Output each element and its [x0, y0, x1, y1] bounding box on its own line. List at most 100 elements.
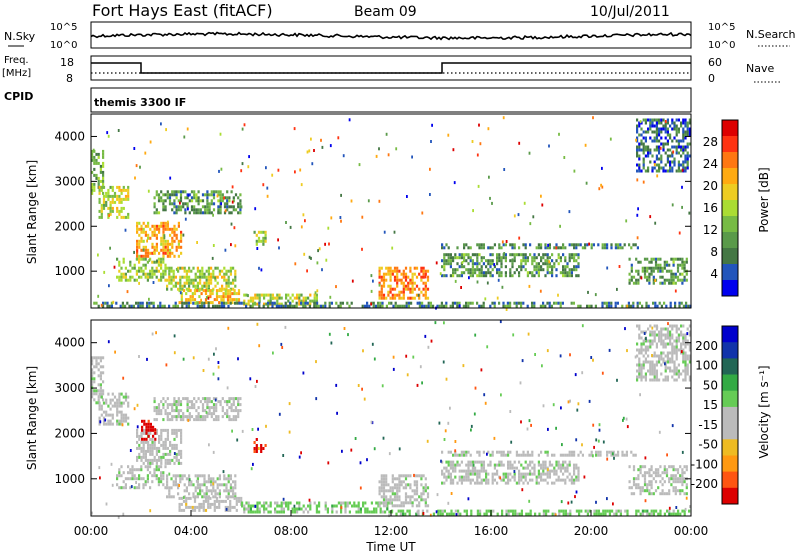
- heatmap-cell: [655, 369, 658, 373]
- heatmap-cell: [175, 196, 178, 200]
- heatmap-cell: [445, 274, 448, 278]
- heatmap-cell: [660, 160, 663, 164]
- heatmap-cell: [210, 211, 213, 215]
- heatmap-cell: [118, 404, 121, 408]
- heatmap-cell: [584, 243, 587, 247]
- heatmap-cell: [491, 259, 494, 263]
- colorbar-tick-label: 100: [695, 359, 718, 373]
- heatmap-cell: [684, 339, 687, 343]
- x-tick-label: 08:00: [274, 524, 309, 538]
- heatmap-cell: [168, 403, 172, 407]
- heatmap-cell: [129, 486, 132, 490]
- heatmap-cell: [482, 469, 485, 473]
- heatmap-cell: [590, 450, 593, 454]
- y-tick-label: 1000: [54, 472, 85, 486]
- heatmap-cell: [447, 472, 450, 476]
- heatmap-cell: [460, 478, 463, 482]
- heatmap-cell: [133, 407, 136, 411]
- heatmap-cell: [647, 360, 650, 364]
- heatmap-cell: [201, 418, 205, 422]
- heatmap-cell: [625, 417, 628, 421]
- heatmap-cell: [258, 299, 261, 303]
- heatmap-cell: [624, 327, 626, 331]
- heatmap-cell: [486, 281, 489, 285]
- heatmap-cell: [651, 342, 654, 346]
- heatmap-cell: [443, 304, 446, 308]
- heatmap-cell: [540, 478, 543, 482]
- heatmap-cell: [280, 342, 283, 346]
- heatmap-cell: [644, 499, 647, 503]
- heatmap-cell: [118, 260, 121, 264]
- heatmap-cell: [362, 349, 364, 353]
- heatmap-cell: [107, 340, 110, 344]
- heatmap-cell: [681, 281, 684, 285]
- heatmap-cell: [107, 194, 110, 198]
- heatmap-cell: [597, 512, 600, 516]
- heatmap-cell: [502, 304, 505, 308]
- heatmap-cell: [280, 304, 283, 308]
- heatmap-cell: [162, 455, 165, 459]
- heatmap-cell: [391, 293, 394, 297]
- heatmap-cell: [398, 474, 401, 478]
- heatmap-cell: [677, 160, 680, 164]
- heatmap-cell: [666, 342, 669, 346]
- heatmap-cell: [548, 271, 551, 275]
- heatmap-cell: [540, 450, 543, 454]
- heatmap-cell: [253, 301, 256, 305]
- heatmap-cell: [531, 304, 534, 308]
- heatmap-cell: [182, 415, 185, 419]
- heatmap-cell: [471, 274, 474, 278]
- heatmap-cell: [106, 301, 109, 305]
- heatmap-cell: [173, 409, 176, 413]
- heatmap-cell: [166, 415, 169, 419]
- heatmap-cell: [449, 475, 452, 479]
- heatmap-cell: [400, 504, 403, 508]
- heatmap-cell: [417, 512, 420, 516]
- heatmap-cell: [513, 256, 516, 260]
- heatmap-cell: [675, 348, 678, 352]
- heatmap-cell: [636, 324, 639, 328]
- heatmap-cell: [663, 301, 666, 305]
- freq-left-tick-top: 18: [60, 56, 74, 69]
- heatmap-cell: [252, 462, 254, 466]
- heatmap-cell: [459, 512, 462, 516]
- heatmap-cell: [173, 397, 176, 401]
- heatmap-cell: [666, 154, 669, 158]
- heatmap-cell: [155, 245, 158, 249]
- heatmap-cell: [120, 465, 123, 469]
- heatmap-cell: [447, 460, 450, 464]
- heatmap-cell: [643, 471, 647, 475]
- heatmap-cell: [643, 477, 647, 481]
- heatmap-cell: [269, 299, 272, 303]
- heatmap-cell: [649, 215, 652, 219]
- heatmap-cell: [630, 278, 633, 282]
- heatmap-cell: [214, 284, 217, 288]
- heatmap-cell: [98, 416, 101, 420]
- colorbar-tick-label: 28: [703, 135, 718, 149]
- heatmap-cell: [684, 507, 687, 511]
- colorbar-tick-label: 4: [710, 267, 718, 281]
- heatmap-cell: [668, 506, 671, 510]
- heatmap-cell: [212, 418, 216, 422]
- heatmap-cell: [157, 409, 161, 413]
- heatmap-cell: [657, 474, 660, 478]
- heatmap-cell: [98, 392, 101, 396]
- heatmap-cell: [148, 301, 151, 305]
- heatmap-cell: [199, 272, 202, 276]
- heatmap-cell: [613, 456, 615, 460]
- heatmap-cell: [666, 127, 669, 131]
- heatmap-cell: [146, 239, 148, 243]
- heatmap-cell: [153, 211, 156, 215]
- heatmap-cell: [535, 262, 538, 266]
- heatmap-cell: [99, 374, 102, 378]
- heatmap-cell: [677, 163, 680, 167]
- heatmap-cell: [260, 444, 263, 447]
- heatmap-cell: [447, 450, 450, 454]
- heatmap-cell: [391, 272, 394, 276]
- heatmap-cell: [232, 492, 235, 496]
- heatmap-cell: [526, 259, 529, 263]
- heatmap-cell: [201, 409, 205, 413]
- heatmap-cell: [682, 351, 685, 355]
- heatmap-cell: [230, 205, 233, 209]
- heatmap-cell: [463, 509, 466, 513]
